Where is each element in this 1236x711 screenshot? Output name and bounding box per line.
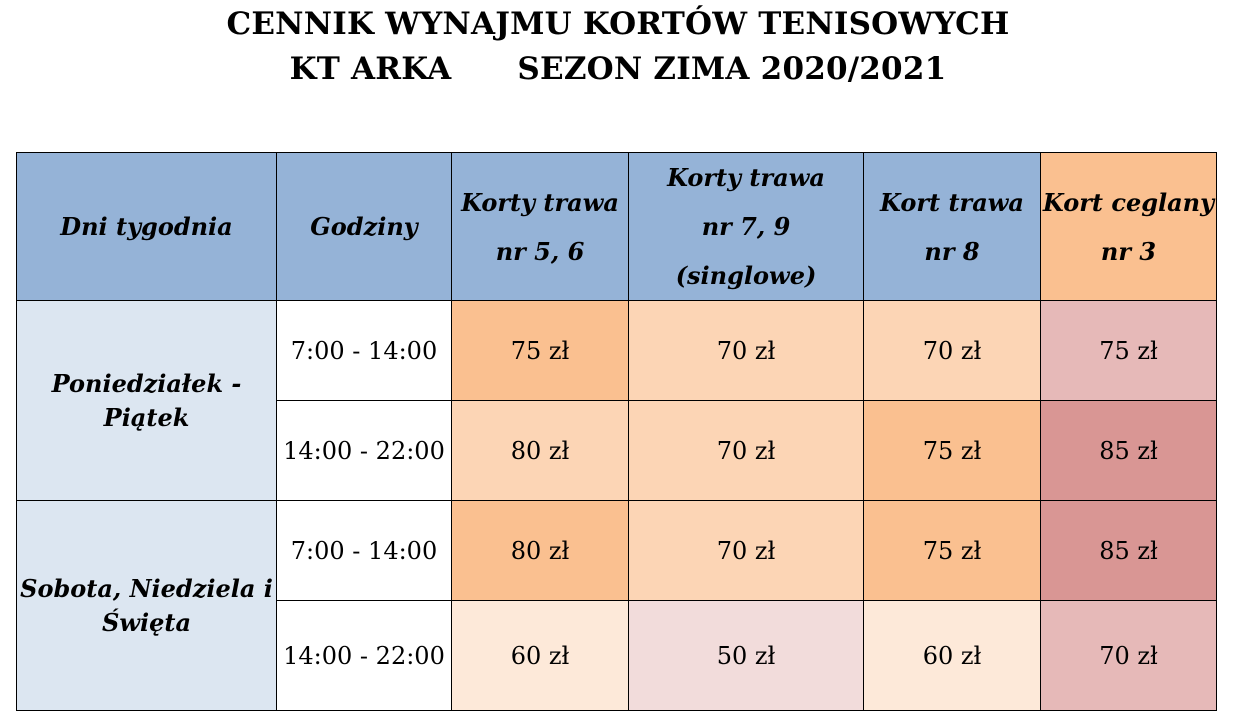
hours-cell: 7:00 - 14:00 (276, 300, 452, 401)
hours-cell: 14:00 - 22:00 (276, 400, 452, 501)
price-cell: 80 zł (451, 500, 629, 601)
header-days: Dni tygodnia (16, 152, 277, 301)
page-subtitle: KT ARKA SEZON ZIMA 2020/2021 (0, 47, 1236, 91)
price-cell: 85 zł (1040, 400, 1217, 501)
season-label: SEZON ZIMA 2020/2021 (517, 51, 947, 87)
header-hours: Godziny (276, 152, 452, 301)
header-court-3-brick: Kort ceglany nr 3 (1040, 152, 1217, 301)
header-row: Dni tygodnia Godziny Korty trawa nr 5, 6… (16, 152, 1217, 301)
price-cell: 70 zł (628, 500, 864, 601)
price-cell: 60 zł (451, 600, 629, 711)
table-row: Poniedziałek - Piątek 7:00 - 14:00 75 zł… (16, 300, 1217, 501)
price-cell: 70 zł (863, 300, 1041, 401)
price-cell: 75 zł (1040, 300, 1217, 401)
price-cell: 70 zł (628, 400, 864, 501)
price-cell: 60 zł (863, 600, 1041, 711)
hours-cell: 14:00 - 22:00 (276, 600, 452, 711)
price-table: Dni tygodnia Godziny Korty trawa nr 5, 6… (16, 152, 1217, 711)
day-group-weekend: Sobota, Niedziela i Święta (16, 500, 277, 711)
title-line-1: CENNIK WYNAJMU KORTÓW TENISOWYCH (226, 6, 1010, 42)
table-row: 14:00 - 22:00 80 zł 70 zł 75 zł 85 zł (17, 400, 1217, 501)
header-court-5-6: Korty trawa nr 5, 6 (451, 152, 629, 301)
price-cell: 70 zł (628, 300, 864, 401)
price-cell: 85 zł (1040, 500, 1217, 601)
header-court-8: Kort trawa nr 8 (863, 152, 1041, 301)
hours-cell: 7:00 - 14:00 (276, 500, 452, 601)
day-group-weekdays: Poniedziałek - Piątek (16, 300, 277, 501)
table-row: Sobota, Niedziela i Święta 7:00 - 14:00 … (16, 500, 1217, 711)
price-cell: 75 zł (863, 500, 1041, 601)
price-cell: 75 zł (863, 400, 1041, 501)
club-name: KT ARKA (289, 51, 452, 87)
page-title: CENNIK WYNAJMU KORTÓW TENISOWYCH (0, 2, 1236, 46)
price-cell: 70 zł (1040, 600, 1217, 711)
header-court-7-9: Korty trawa nr 7, 9 (singlowe) (628, 152, 864, 301)
price-cell: 75 zł (451, 300, 629, 401)
price-cell: 80 zł (451, 400, 629, 501)
price-cell: 50 zł (628, 600, 864, 711)
